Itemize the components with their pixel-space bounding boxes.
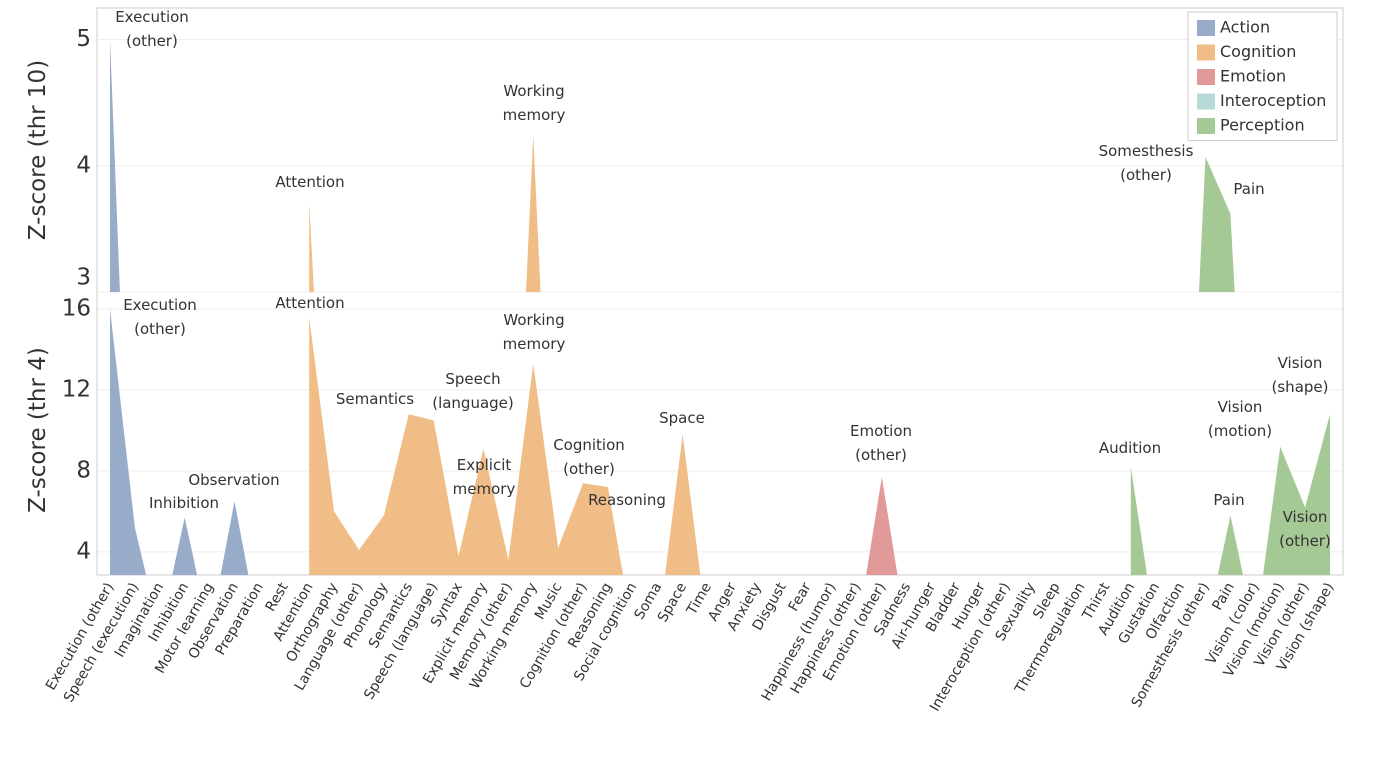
annotation: Pain — [1213, 491, 1244, 509]
annotation: memory — [453, 480, 516, 498]
legend-label: Cognition — [1220, 42, 1296, 61]
annotation: (language) — [432, 394, 514, 412]
legend-swatch — [1197, 20, 1215, 36]
annotation: (other) — [1120, 166, 1172, 184]
annotation: (other) — [134, 320, 186, 338]
legend-swatch — [1197, 93, 1215, 110]
y-axis-label: Z-score (thr 10) — [25, 60, 51, 240]
legend-swatch — [1197, 44, 1215, 61]
annotation: Attention — [275, 173, 344, 191]
y-tick-label: 16 — [62, 296, 91, 322]
annotation: Observation — [188, 471, 279, 489]
area — [1130, 414, 1330, 575]
annotation: (other) — [1279, 532, 1331, 550]
y-tick-label: 4 — [76, 538, 91, 564]
y-axis-label: Z-score (thr 4) — [25, 347, 51, 513]
area-layer — [110, 39, 1330, 292]
annotation: Pain — [1233, 180, 1264, 198]
annotation: Speech — [445, 370, 500, 388]
area-layer — [110, 309, 1330, 575]
area — [110, 309, 285, 575]
area — [1130, 156, 1330, 292]
area — [309, 317, 708, 575]
annotation: Execution — [115, 8, 189, 26]
y-tick-label: 8 — [76, 457, 91, 483]
annotation: Space — [659, 409, 705, 427]
annotation: Inhibition — [149, 494, 219, 512]
y-tick-label: 5 — [76, 26, 91, 52]
annotation: Semantics — [336, 390, 414, 408]
annotation: Explicit — [457, 456, 512, 474]
annotation: Working — [503, 82, 564, 100]
annotation: (other) — [563, 460, 615, 478]
y-tick-label: 3 — [76, 265, 91, 291]
annotation: memory — [503, 106, 566, 124]
annotation: Working — [503, 311, 564, 329]
annotation: Emotion — [850, 422, 912, 440]
annotation: Audition — [1099, 439, 1161, 457]
annotation: (shape) — [1272, 378, 1329, 396]
y-tick-label: 4 — [76, 152, 91, 178]
annotation: Vision — [1278, 354, 1323, 372]
annotation: Vision — [1218, 398, 1263, 416]
annotation: Execution — [123, 296, 197, 314]
legend-label: Perception — [1220, 116, 1305, 135]
area — [732, 477, 907, 575]
legend-label: Action — [1220, 18, 1270, 37]
annotation: (other) — [126, 32, 178, 50]
area — [110, 39, 285, 292]
legend-swatch — [1197, 118, 1215, 134]
annotation: (motion) — [1208, 422, 1272, 440]
legend-label: Interoception — [1220, 91, 1326, 110]
annotation: Reasoning — [588, 491, 666, 509]
annotation: (other) — [855, 446, 907, 464]
annotation: Somesthesis — [1099, 142, 1194, 160]
annotation: Attention — [275, 294, 344, 312]
y-tick-label: 12 — [62, 376, 91, 402]
annotation: Cognition — [553, 436, 625, 454]
legend-swatch — [1197, 69, 1215, 85]
legend-label: Emotion — [1220, 67, 1286, 86]
annotation: memory — [503, 335, 566, 353]
annotation: Vision — [1283, 508, 1328, 526]
